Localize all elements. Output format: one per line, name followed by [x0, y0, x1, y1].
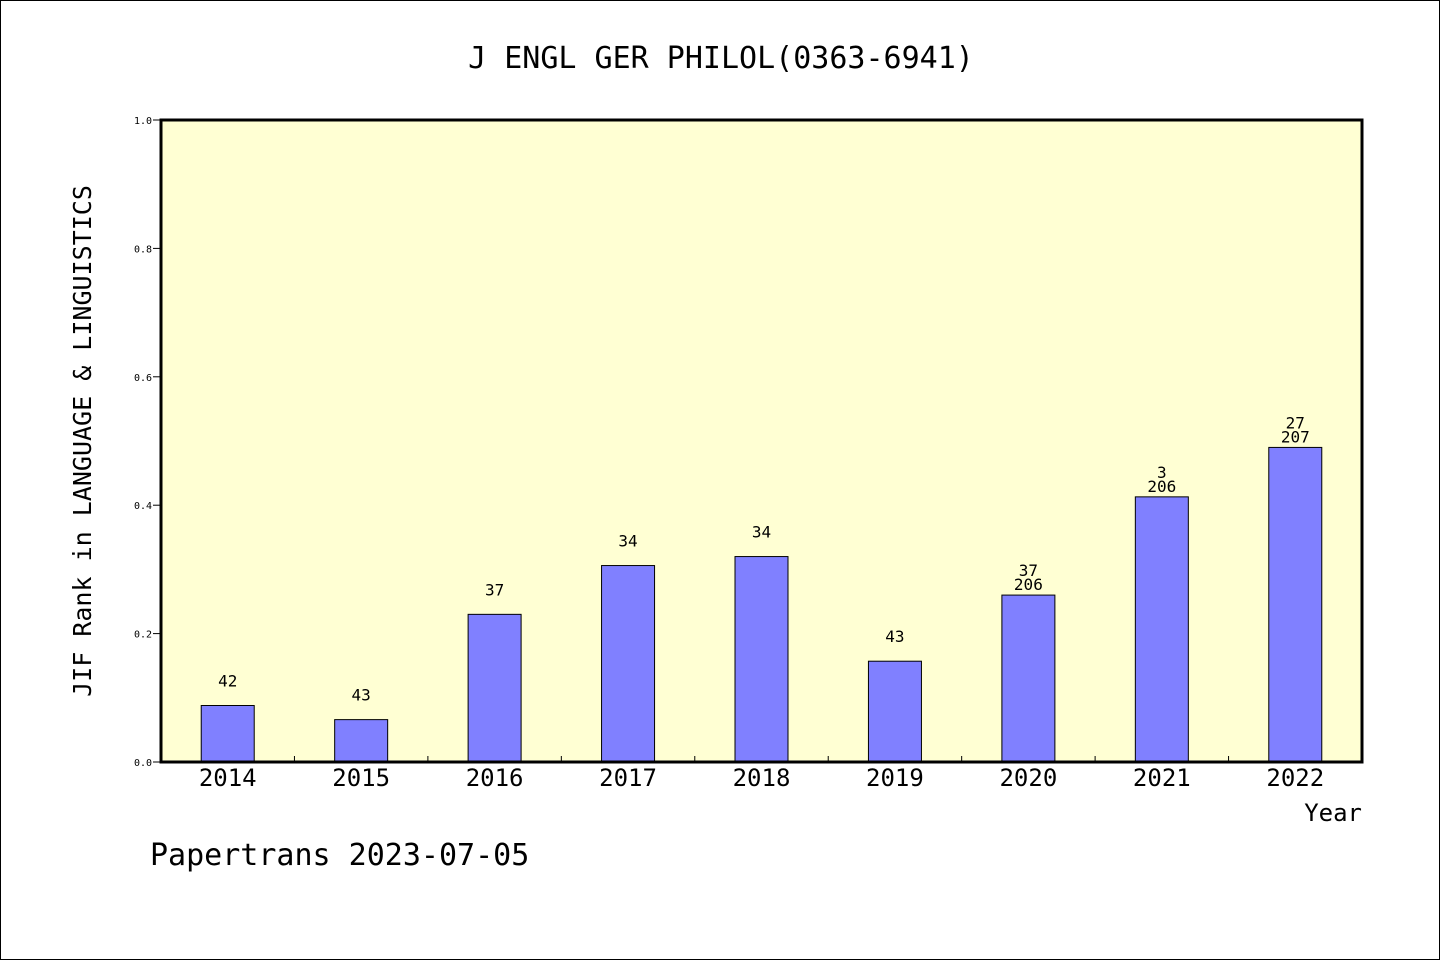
data-label: 43: [885, 627, 904, 646]
data-label: 34: [618, 532, 637, 551]
y-tick-label: 0.6: [134, 373, 152, 384]
bar-2020: [1001, 594, 1056, 763]
y-tick-label: 0.2: [134, 630, 152, 641]
data-label: 37: [485, 580, 504, 599]
y-tick-label: 0.0: [134, 758, 152, 769]
footer-watermark: Papertrans 2023-07-05: [150, 838, 529, 873]
x-tick-label: 2016: [466, 764, 524, 792]
data-label: 43: [352, 686, 371, 705]
data-label: 206: [1147, 477, 1176, 496]
bar-2015: [334, 719, 389, 763]
chart-marks: 0.0 0.2 0.4 0.6 0.8 1.0 42 2014 43 2015 37 2016 34 20…: [134, 116, 1364, 792]
bar-2019: [867, 660, 922, 763]
y-axis-label: JIF Rank in LANGUAGE & LINGUISTICS: [68, 185, 97, 697]
bar-2022: [1268, 446, 1323, 763]
data-label: 3: [1157, 463, 1167, 482]
y-tick-label: 0.8: [134, 244, 152, 255]
data-label: 37: [1019, 561, 1038, 580]
y-tick-label: 1.0: [134, 116, 152, 127]
x-axis-label: Year: [1304, 799, 1362, 827]
x-tick-label: 2019: [866, 764, 924, 792]
data-label: 27: [1286, 413, 1305, 432]
x-tick-label: 2018: [733, 764, 791, 792]
data-label: 34: [752, 523, 771, 542]
plot-frame: [159, 118, 1364, 764]
x-tick-label: 2022: [1266, 764, 1324, 792]
data-label: 207: [1281, 427, 1310, 446]
bar-2018: [734, 556, 789, 763]
x-tick-label: 2014: [199, 764, 257, 792]
chart-title: J ENGL GER PHILOL(0363-6941): [468, 41, 974, 76]
data-label: 42: [218, 672, 237, 691]
x-tick-label: 2015: [332, 764, 390, 792]
bar-2014: [200, 705, 255, 763]
x-tick-label: 2020: [999, 764, 1057, 792]
bar-2021: [1134, 496, 1189, 763]
y-tick-label: 0.4: [134, 501, 152, 512]
x-tick-label: 2021: [1133, 764, 1191, 792]
bar-2017: [601, 565, 656, 763]
bar-2016: [467, 613, 522, 763]
x-tick-label: 2017: [599, 764, 657, 792]
data-label: 206: [1014, 575, 1043, 594]
